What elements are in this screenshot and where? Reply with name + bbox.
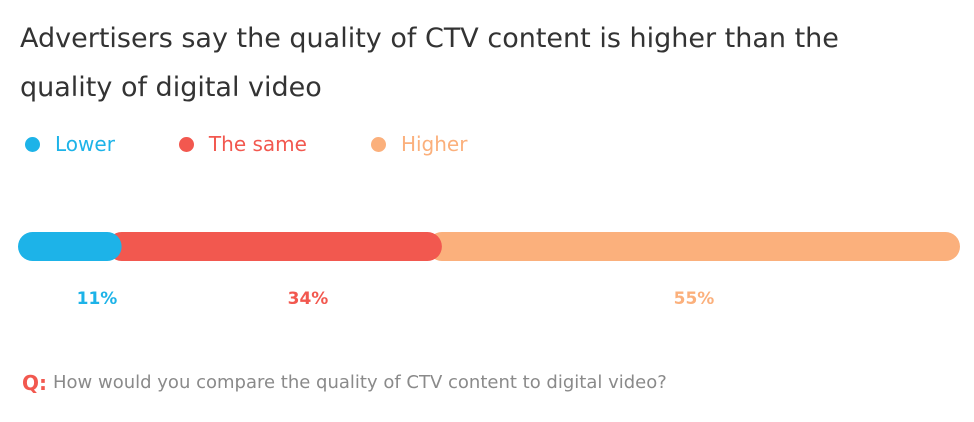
legend-label: The same [208,132,307,156]
legend-label: Lower [55,132,115,156]
legend: Lower The same Higher [25,129,531,159]
value-label-the-same: 34% [288,289,329,309]
survey-question: Q: How would you compare the quality of … [22,368,667,398]
legend-dot [25,136,40,152]
question-text: How would you compare the quality of CTV… [53,372,667,393]
bar-segment-higher [427,232,960,261]
value-label-lower: 11% [77,289,118,309]
chart-title: Advertisers say the quality of CTV conte… [20,23,839,103]
question-icon: Q: [22,371,47,395]
legend-dot [178,136,194,152]
bar-segment-lower [18,232,122,261]
legend-item-lower: Lower [25,129,115,159]
value-label-higher: 55% [674,289,715,309]
bar-segment-the-same [107,232,442,261]
legend-label: Higher [400,132,468,156]
legend-item-higher: Higher [370,129,468,159]
legend-dot [370,136,386,152]
legend-item-the-same: The same [178,129,307,159]
